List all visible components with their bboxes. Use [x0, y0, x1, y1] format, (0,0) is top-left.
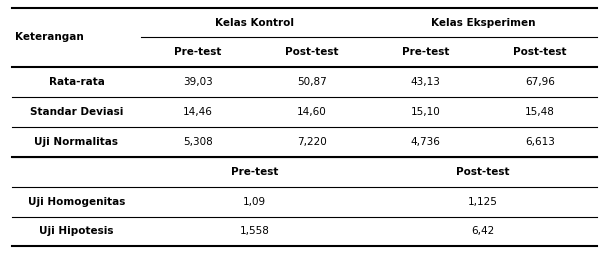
Text: 7,220: 7,220	[297, 137, 326, 147]
Text: Standar Deviasi: Standar Deviasi	[30, 107, 123, 117]
Text: 5,308: 5,308	[183, 137, 213, 147]
Text: 15,48: 15,48	[525, 107, 555, 117]
Text: Pre-test: Pre-test	[174, 47, 222, 57]
Text: Uji Normalitas: Uji Normalitas	[35, 137, 119, 147]
Text: Post-test: Post-test	[513, 47, 566, 57]
Text: 43,13: 43,13	[411, 77, 441, 87]
Text: Kelas Eksperimen: Kelas Eksperimen	[431, 18, 535, 27]
Text: 6,42: 6,42	[471, 227, 495, 236]
Text: 1,558: 1,558	[240, 227, 270, 236]
Text: 67,96: 67,96	[525, 77, 555, 87]
Text: 1,09: 1,09	[243, 197, 266, 207]
Text: 1,125: 1,125	[468, 197, 498, 207]
Text: Pre-test: Pre-test	[402, 47, 449, 57]
Text: 6,613: 6,613	[525, 137, 555, 147]
Text: Uji Homogenitas: Uji Homogenitas	[28, 197, 125, 207]
Text: 39,03: 39,03	[183, 77, 213, 87]
Text: Rata-rata: Rata-rata	[49, 77, 104, 87]
Text: Post-test: Post-test	[456, 167, 510, 177]
Text: 14,60: 14,60	[297, 107, 326, 117]
Text: 15,10: 15,10	[411, 107, 441, 117]
Text: Kelas Kontrol: Kelas Kontrol	[216, 18, 294, 27]
Text: Post-test: Post-test	[285, 47, 339, 57]
Text: Keterangan: Keterangan	[15, 33, 84, 42]
Text: 50,87: 50,87	[297, 77, 326, 87]
Text: 14,46: 14,46	[183, 107, 213, 117]
Text: Pre-test: Pre-test	[231, 167, 278, 177]
Text: 4,736: 4,736	[411, 137, 441, 147]
Text: Uji Hipotesis: Uji Hipotesis	[39, 227, 114, 236]
